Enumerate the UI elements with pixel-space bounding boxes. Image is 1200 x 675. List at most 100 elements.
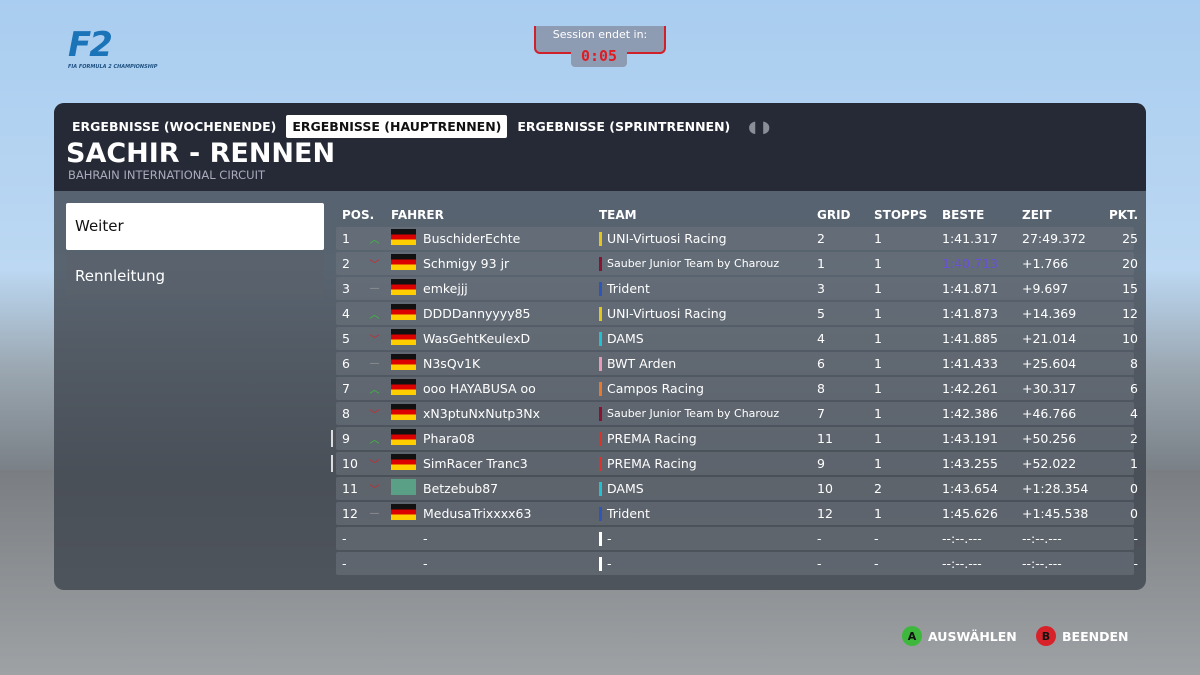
team-name: DAMS [607, 331, 644, 346]
team-name: BWT Arden [607, 356, 677, 371]
table-row[interactable]: 8 ﹀ xN3ptuNxNutp3Nx Sauber Junior Team b… [336, 402, 1138, 425]
best-lap: 1:41.873 [942, 306, 998, 321]
grid: 1 [817, 256, 825, 271]
position: 9 [342, 431, 350, 446]
nationality [391, 254, 423, 273]
stops: 1 [874, 231, 882, 246]
nationality [391, 454, 423, 473]
table-row[interactable]: 6 — N3sQv1K BWT Arden 6 1 1:41.433 +25.6… [336, 352, 1138, 375]
points: - [1133, 531, 1138, 546]
quit-button[interactable]: B BEENDEN [1036, 626, 1128, 646]
logo-subtitle: FIA FORMULA 2 CHAMPIONSHIP [68, 64, 158, 70]
team-color-bar [599, 331, 602, 346]
position: - [342, 531, 347, 546]
timer-value: 0:05 [571, 45, 627, 67]
table-row[interactable]: 9 ︿ Phara08 PREMA Racing 11 1 1:43.191 +… [331, 427, 1138, 450]
grid: 2 [817, 231, 825, 246]
flag-germany-icon [391, 504, 416, 520]
points: 25 [1122, 231, 1138, 246]
tab-main-race[interactable]: ERGEBNISSE (HAUPTRENNEN) [286, 115, 508, 138]
stops: 1 [874, 506, 882, 521]
best-lap: 1:43.255 [942, 456, 998, 471]
grid: 11 [817, 431, 833, 446]
team-color-bar [599, 256, 602, 271]
tab-weekend[interactable]: ERGEBNISSE (WOCHENENDE) [72, 119, 277, 134]
points: 6 [1130, 381, 1138, 396]
logo-text: F2 [68, 25, 113, 65]
position: 8 [342, 406, 350, 421]
position-change-icon: ﹀ [369, 335, 380, 346]
select-button[interactable]: A AUSWÄHLEN [902, 626, 1017, 646]
position-change-icon: — [369, 358, 380, 369]
table-row[interactable]: 2 ﹀ Schmigy 93 jr Sauber Junior Team by … [336, 252, 1138, 275]
results-panel: ERGEBNISSE (WOCHENENDE) ERGEBNISSE (HAUP… [54, 103, 1146, 590]
tab-sprint-race[interactable]: ERGEBNISSE (SPRINTRENNEN) [517, 119, 731, 134]
best-lap: 1:41.871 [942, 281, 998, 296]
position: 3 [342, 281, 350, 296]
stops: 1 [874, 456, 882, 471]
team-color-bar [599, 531, 602, 546]
nationality [391, 329, 423, 348]
table-row[interactable]: - - - - - --:--.--- --:--.--- - [336, 527, 1138, 550]
position: - [342, 556, 347, 571]
race-time: --:--.--- [1022, 531, 1062, 546]
stops: 1 [874, 281, 882, 296]
grid: 6 [817, 356, 825, 371]
page-title: SACHIR - RENNEN [66, 138, 336, 169]
points: - [1133, 556, 1138, 571]
table-row[interactable]: 10 ﹀ SimRacer Tranc3 PREMA Racing 9 1 1:… [331, 452, 1138, 475]
position-change-icon: ︿ [369, 385, 380, 396]
position: 4 [342, 306, 350, 321]
position-change-icon: — [369, 508, 380, 519]
team-color-bar [599, 231, 602, 246]
flag-germany-icon [391, 379, 416, 395]
table-row[interactable]: 7 ︿ ooo HAYABUSA oo Campos Racing 8 1 1:… [336, 377, 1138, 400]
driver-name: - [423, 556, 428, 571]
points: 8 [1130, 356, 1138, 371]
nationality [391, 379, 423, 398]
points: 2 [1130, 431, 1138, 446]
team: PREMA Racing [599, 456, 817, 471]
b-button-icon: B [1036, 626, 1056, 646]
stops: 1 [874, 256, 882, 271]
driver-name: WasGehtKeulexD [423, 331, 531, 346]
position: 7 [342, 381, 350, 396]
team: Sauber Junior Team by Charouz [599, 406, 817, 421]
team-name: Trident [607, 281, 650, 296]
team: DAMS [599, 481, 817, 496]
driver-name: SimRacer Tranc3 [423, 456, 528, 471]
team: Campos Racing [599, 381, 817, 396]
stops: 1 [874, 331, 882, 346]
position: 12 [342, 506, 358, 521]
team-name: Trident [607, 506, 650, 521]
menu-item-weiter[interactable]: Weiter [66, 203, 324, 250]
table-row[interactable]: - - - - - --:--.--- --:--.--- - [336, 552, 1138, 575]
table-row[interactable]: 12 — MedusaTrixxxx63 Trident 12 1 1:45.6… [336, 502, 1138, 525]
points: 12 [1122, 306, 1138, 321]
flag-germany-icon [391, 254, 416, 270]
grid: - [817, 531, 822, 546]
race-time: 27:49.372 [1022, 231, 1086, 246]
best-lap: 1:42.261 [942, 381, 998, 396]
driver-name: xN3ptuNxNutp3Nx [423, 406, 541, 421]
table-row[interactable]: 4 ︿ DDDDannyyyy85 UNI-Virtuosi Racing 5 … [336, 302, 1138, 325]
nationality [391, 429, 423, 448]
table-row[interactable]: 11 ﹀ Betzebub87 DAMS 10 2 1:43.654 +1:28… [336, 477, 1138, 500]
stops: 2 [874, 481, 882, 496]
flag-germany-icon [391, 429, 416, 445]
team: BWT Arden [599, 356, 817, 371]
team: - [599, 531, 817, 546]
stops: 1 [874, 306, 882, 321]
team-color-bar [599, 481, 602, 496]
menu-item-rennleitung[interactable]: Rennleitung [66, 253, 324, 300]
col-driver: FAHRER [391, 208, 444, 222]
stops: 1 [874, 431, 882, 446]
table-row[interactable]: 1 ︿ BuschiderEchte UNI-Virtuosi Racing 2… [336, 227, 1138, 250]
driver-name: Betzebub87 [423, 481, 499, 496]
table-row[interactable]: 3 — emkejjj Trident 3 1 1:41.871 +9.697 … [336, 277, 1138, 300]
best-lap: --:--.--- [942, 556, 982, 571]
table-row[interactable]: 5 ﹀ WasGehtKeulexD DAMS 4 1 1:41.885 +21… [336, 327, 1138, 350]
flag-germany-icon [391, 304, 416, 320]
best-lap: 1:41.433 [942, 356, 998, 371]
team-name: - [607, 556, 612, 571]
